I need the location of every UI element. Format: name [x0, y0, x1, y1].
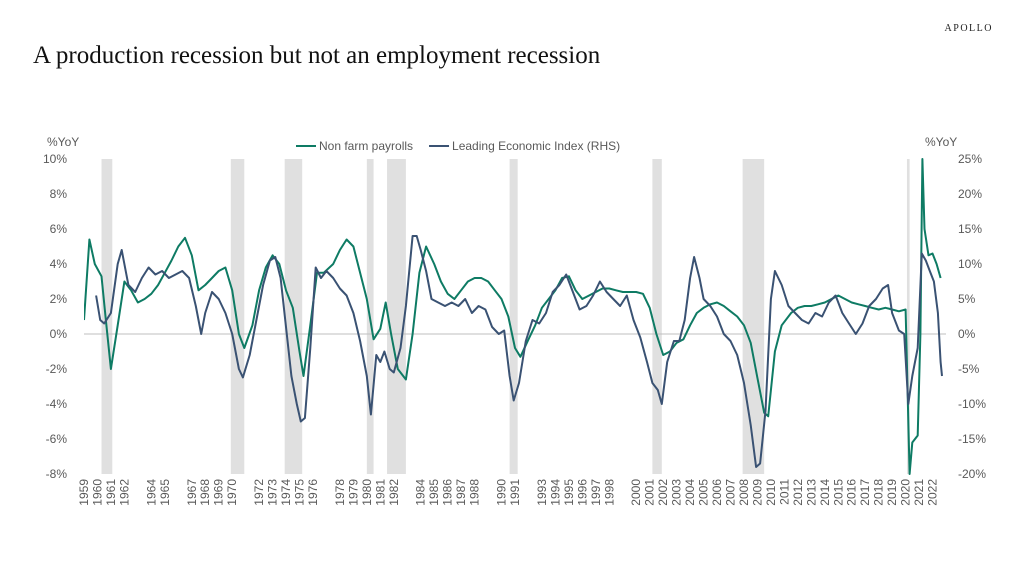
recession-band — [101, 159, 113, 474]
x-tick-label: 1998 — [602, 479, 616, 506]
y-tick-label: 4% — [50, 257, 68, 271]
x-tick-label: 1980 — [360, 479, 374, 506]
series-line — [95, 235, 943, 468]
chart-title: A production recession but not an employ… — [33, 42, 601, 69]
y2-tick-label: -5% — [958, 362, 980, 376]
recession-band — [509, 159, 518, 474]
x-tick-label: 1984 — [414, 479, 428, 506]
x-tick-label: 1970 — [225, 479, 239, 506]
x-tick-label: 1959 — [77, 479, 91, 506]
lines — [84, 158, 943, 475]
x-tick-label: 1985 — [427, 479, 441, 506]
y2-tick-label: -15% — [958, 432, 986, 446]
x-tick-label: 2009 — [750, 479, 764, 506]
x-tick-label: 1995 — [562, 479, 576, 506]
axes: -8% -6% -4% -2% 0% 2% 4% 6% 8% 10% -20% -15% -10% -5%… — [43, 152, 986, 506]
x-tick-label: 1961 — [104, 479, 118, 506]
y2-axis-label: %YoY — [925, 135, 957, 149]
y2-tick-label: 25% — [958, 152, 982, 166]
x-tick-label: 2022 — [926, 479, 940, 506]
x-tick-label: 1968 — [198, 479, 212, 506]
y2-tick-label: 15% — [958, 222, 982, 236]
x-tick-label: 2013 — [804, 479, 818, 506]
x-tick-label: 1972 — [252, 479, 266, 506]
recession-band — [742, 159, 765, 474]
y-tick-label: 0% — [50, 327, 68, 341]
x-tick-label: 1960 — [90, 479, 104, 506]
x-tick-label: 1965 — [158, 479, 172, 506]
legend-label: Leading Economic Index (RHS) — [452, 139, 620, 153]
x-tick-label: 2015 — [831, 479, 845, 506]
y-tick-label: -2% — [46, 362, 68, 376]
x-tick-label: 1967 — [185, 479, 199, 506]
x-tick-label: 1962 — [117, 479, 131, 506]
x-tick-label: 1964 — [144, 479, 158, 506]
y2-tick-label: 10% — [958, 257, 982, 271]
x-tick-label: 2010 — [764, 479, 778, 506]
x-tick-label: 1986 — [441, 479, 455, 506]
x-tick-label: 2017 — [858, 479, 872, 506]
y-tick-label: 6% — [50, 222, 68, 236]
x-tick-label: 2014 — [818, 479, 832, 506]
y2-tick-label: 20% — [958, 187, 982, 201]
x-tick-label: 2020 — [899, 479, 913, 506]
x-tick-label: 2012 — [791, 479, 805, 506]
y-tick-label: 10% — [43, 152, 67, 166]
x-tick-label: 1969 — [212, 479, 226, 506]
x-tick-label: 2007 — [724, 479, 738, 506]
x-tick-label: 2001 — [643, 479, 657, 506]
x-tick-label: 2011 — [777, 479, 791, 505]
x-tick-label: 1990 — [495, 479, 509, 506]
x-tick-label: 2000 — [629, 479, 643, 506]
y-tick-label: -4% — [46, 397, 68, 411]
x-tick-label: 2019 — [885, 479, 899, 506]
x-tick-label: 1974 — [279, 479, 293, 506]
x-tick-label: 1975 — [293, 479, 307, 506]
legend-label: Non farm payrolls — [319, 139, 413, 153]
x-tick-label: 2018 — [872, 479, 886, 506]
x-tick-label: 1987 — [454, 479, 468, 506]
y-tick-label: -8% — [46, 467, 68, 481]
x-tick-label: 1981 — [373, 479, 387, 506]
recession-band — [230, 159, 245, 474]
x-tick-label: 1978 — [333, 479, 347, 506]
x-tick-label: 1979 — [346, 479, 360, 506]
x-tick-label: 1994 — [548, 479, 562, 506]
brand: APOLLO — [945, 23, 993, 34]
y2-tick-label: -10% — [958, 397, 986, 411]
x-tick-label: 1982 — [387, 479, 401, 506]
y-tick-label: 8% — [50, 187, 68, 201]
recession-band — [906, 159, 910, 474]
x-tick-label: 2004 — [683, 479, 697, 506]
y2-tick-label: -20% — [958, 467, 986, 481]
y2-tick-label: 0% — [958, 327, 976, 341]
x-tick-label: 1988 — [468, 479, 482, 506]
y-axis-label: %YoY — [47, 135, 79, 149]
y-tick-label: -6% — [46, 432, 68, 446]
recession-band — [387, 159, 406, 474]
x-tick-label: 1997 — [589, 479, 603, 506]
x-tick-label: 1993 — [535, 479, 549, 506]
x-tick-label: 1976 — [306, 479, 320, 506]
x-tick-label: 1991 — [508, 479, 522, 506]
x-tick-label: 2008 — [737, 479, 751, 506]
x-tick-label: 2002 — [656, 479, 670, 506]
y2-tick-label: 5% — [958, 292, 976, 306]
x-tick-label: 2006 — [710, 479, 724, 506]
x-tick-label: 2003 — [670, 479, 684, 506]
x-tick-label: 1996 — [575, 479, 589, 506]
recession-band — [652, 159, 662, 474]
x-tick-label: 1973 — [266, 479, 280, 506]
legend: Non farm payrolls Leading Economic Index … — [296, 139, 620, 153]
x-tick-label: 2021 — [912, 479, 926, 506]
y-tick-label: 2% — [50, 292, 68, 306]
x-tick-label: 2005 — [697, 479, 711, 506]
x-tick-label: 2016 — [845, 479, 859, 506]
